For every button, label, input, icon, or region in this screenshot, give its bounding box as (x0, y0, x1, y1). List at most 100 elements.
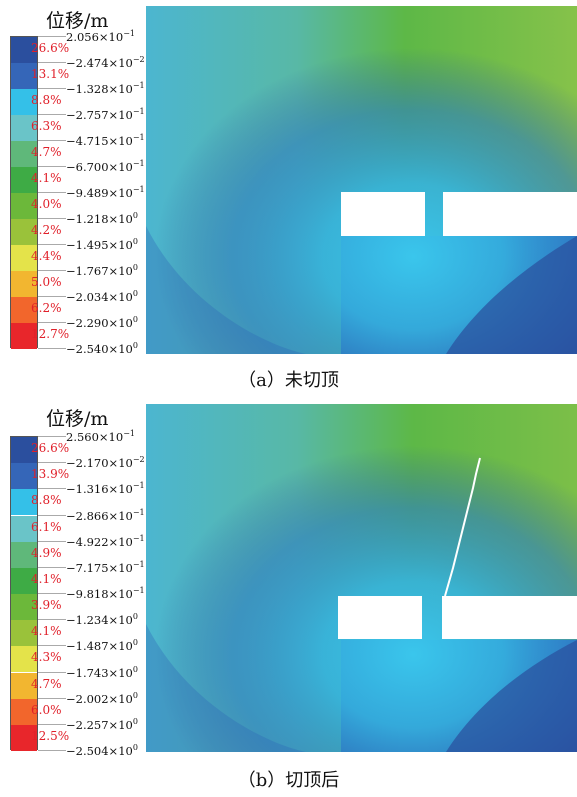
legend-tick (38, 348, 66, 349)
legend-percent: 4.0% (31, 197, 62, 211)
legend-value: 2.560×10−1 (66, 429, 135, 444)
colorbar-swatch (11, 323, 37, 349)
legend-value: −1.328×10−1 (66, 81, 145, 96)
legend-tick (38, 36, 66, 37)
legend-tick (38, 218, 66, 219)
colorbar-swatch (11, 193, 37, 219)
panel-a-displacement-plot (146, 6, 577, 354)
legend-tick (38, 697, 66, 699)
legend-percent: 4.9% (31, 545, 62, 560)
legend-percent: 12.7% (31, 327, 70, 341)
legend-tick (38, 244, 66, 245)
colorbar-swatch (11, 541, 37, 568)
panel-a-caption: （a）未切顶 (238, 370, 339, 391)
colorbar-swatch (11, 698, 37, 725)
colorbar-swatch (11, 219, 37, 245)
colorbar-swatch (11, 489, 37, 516)
legend-tick (38, 192, 66, 193)
legend-percent: 6.1% (31, 519, 62, 534)
colorbar-swatch (11, 141, 37, 167)
legend-percent: 8.8% (31, 93, 62, 107)
panel-b-left-block (338, 596, 422, 639)
legend-percent: 5.0% (31, 275, 62, 289)
colorbar-swatch (11, 297, 37, 323)
legend-percent: 4.1% (31, 171, 62, 185)
legend-percent: 4.7% (31, 145, 62, 159)
colorbar-swatch (11, 463, 37, 490)
legend-tick (38, 645, 66, 647)
panel-b: 位移/m 26.6% 13.9% 8.8% 6.1% 4.9% 4.1% 3.9% 4.1% 4… (0, 400, 577, 797)
legend-value: −6.700×10−1 (66, 159, 145, 174)
panel-a-right-block (443, 192, 577, 236)
panel-b-displacement-plot (146, 404, 577, 752)
colorbar-swatch (11, 594, 37, 621)
legend-tick (38, 619, 66, 621)
legend-tick (38, 88, 66, 89)
legend-percent: 4.1% (31, 624, 62, 639)
legend-tick (38, 114, 66, 115)
colorbar-swatch (11, 515, 37, 542)
colorbar-swatch (11, 115, 37, 141)
legend-percent: 3.9% (31, 598, 62, 613)
legend-value: 2.056×10−1 (66, 29, 135, 44)
legend-value: −1.316×10−1 (66, 481, 145, 497)
legend-value: −9.818×10−1 (66, 586, 145, 601)
legend-value: −2.866×10−1 (66, 507, 145, 523)
legend-tick (38, 671, 66, 673)
panel-b-right-block (442, 596, 577, 639)
legend-tick (38, 296, 66, 297)
legend-value: −2.170×10−2 (66, 455, 145, 471)
legend-percent: 13.1% (31, 67, 70, 81)
legend-tick (38, 166, 66, 167)
legend-tick (38, 540, 66, 542)
legend-value: −9.489×10−1 (66, 185, 145, 200)
legend-percent: 26.6% (31, 41, 70, 55)
legend-value: −2.002×100 (66, 690, 138, 706)
legend-value: −2.257×100 (66, 716, 138, 732)
legend-percent: 4.3% (31, 650, 62, 665)
legend-percent: 26.6% (31, 441, 70, 456)
panel-b-roof-cut-line (444, 457, 481, 597)
legend-percent: 6.3% (31, 119, 62, 133)
panel-a-colorbar (10, 36, 38, 349)
colorbar-swatch (11, 37, 37, 63)
legend-value: −2.474×10−2 (66, 55, 145, 70)
panel-a: 位移/m 26.6% 13.1% 8.8% 6.3% 4.7% 4.1% 4.0% 4.2% 4… (10, 6, 577, 391)
colorbar-swatch (11, 724, 37, 751)
legend-percent: 8.8% (31, 493, 62, 508)
legend-percent: 6.2% (31, 301, 62, 315)
legend-value: −1.495×100 (66, 237, 138, 252)
legend-tick (38, 436, 66, 437)
legend-tick (38, 62, 66, 63)
legend-tick (38, 723, 66, 725)
panel-a-left-block (341, 192, 425, 236)
colorbar-swatch (11, 245, 37, 271)
legend-tick (38, 514, 66, 516)
colorbar-swatch (11, 167, 37, 193)
colorbar-swatch (11, 620, 37, 647)
colorbar-swatch (11, 646, 37, 673)
legend-value: −1.487×100 (66, 638, 138, 654)
legend-tick (38, 566, 66, 568)
panel-b-caption: （b）切顶后 (237, 770, 340, 791)
legend-percent: 12.5% (31, 728, 70, 743)
legend-percent: 4.1% (31, 571, 62, 586)
legend-percent: 4.4% (31, 249, 62, 263)
legend-value: −2.757×10−1 (66, 107, 145, 122)
panel-b-title: 位移/m (46, 408, 109, 430)
legend-percent: 4.2% (31, 223, 62, 237)
legend-value: −2.034×100 (66, 289, 138, 304)
legend-value: −1.743×100 (66, 664, 138, 680)
panel-b-contour (146, 404, 577, 752)
legend-tick (38, 593, 66, 594)
panel-b-colorbar (10, 436, 38, 751)
legend-tick (38, 750, 66, 751)
colorbar-swatch (11, 437, 37, 464)
colorbar-swatch (11, 567, 37, 594)
colorbar-swatch (11, 63, 37, 89)
legend-value: −4.715×10−1 (66, 133, 145, 148)
colorbar-swatch (11, 672, 37, 699)
legend-value: −7.175×10−1 (66, 559, 145, 575)
legend-value: −2.504×100 (66, 743, 138, 758)
colorbar-swatch (11, 89, 37, 115)
